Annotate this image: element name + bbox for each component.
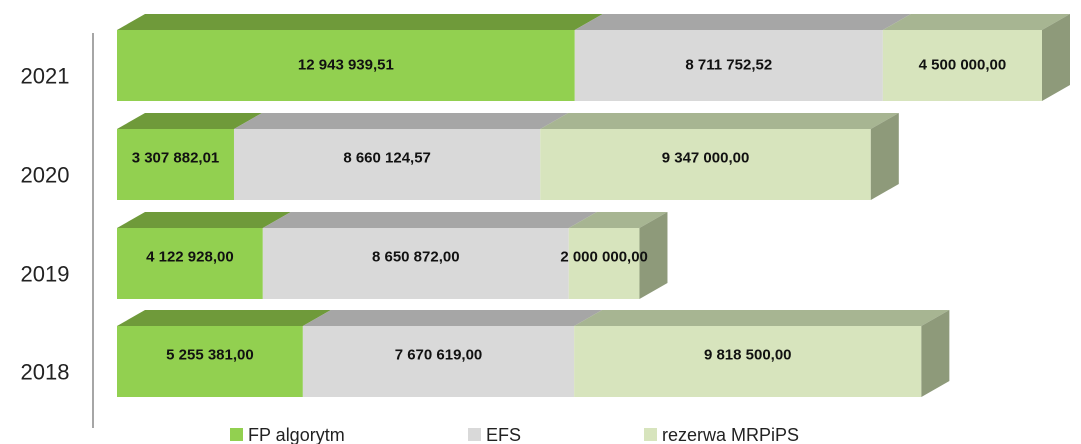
category-label: 2019 <box>21 261 70 286</box>
value-label: 5 255 381,00 <box>166 346 254 363</box>
legend-label: FP algorytm <box>248 425 345 444</box>
bar-face <box>117 310 331 326</box>
bar-face <box>117 212 291 228</box>
bar-face <box>117 113 262 129</box>
value-label: 9 818 500,00 <box>704 346 792 363</box>
bar-face <box>117 30 575 101</box>
bar-face <box>574 30 883 101</box>
legend-label: EFS <box>486 425 521 444</box>
category-label: 2020 <box>21 162 70 187</box>
bar-face <box>1042 14 1070 101</box>
bar-segment <box>574 14 911 101</box>
legend-swatch <box>644 428 657 441</box>
bar-face <box>117 228 263 299</box>
bar-face <box>639 212 668 299</box>
bar-segment <box>117 113 262 200</box>
bar-segment <box>117 310 331 397</box>
bar-face <box>233 129 541 200</box>
bar-face <box>302 310 603 326</box>
bar-segment <box>117 14 603 101</box>
bar-segment <box>302 310 603 397</box>
bar-face <box>574 14 911 30</box>
bar-face <box>117 129 234 200</box>
legend-swatch <box>468 428 481 441</box>
bar-segment <box>262 212 597 299</box>
value-label: 3 307 882,01 <box>132 149 220 166</box>
bar-face <box>882 30 1042 101</box>
bar-segment <box>117 212 291 299</box>
bar-face <box>117 14 603 30</box>
value-label: 2 000 000,00 <box>560 248 648 265</box>
bar-segment <box>882 14 1070 101</box>
legend-label: rezerwa MRPiPS <box>662 425 799 444</box>
category-label: 2018 <box>21 359 70 384</box>
value-label: 8 650 872,00 <box>372 248 460 265</box>
bar-face <box>870 113 899 200</box>
bar-face <box>262 212 597 228</box>
bar-segment <box>540 113 899 200</box>
value-label: 8 711 752,52 <box>685 56 772 73</box>
value-label: 4 122 928,00 <box>146 248 234 265</box>
bar-face <box>117 326 303 397</box>
bar-face <box>882 14 1070 30</box>
value-label: 7 670 619,00 <box>395 346 483 363</box>
bar-segment <box>233 113 569 200</box>
value-label: 9 347 000,00 <box>662 149 750 166</box>
bar-face <box>568 228 640 299</box>
bar-face <box>540 129 871 200</box>
value-label: 12 943 939,51 <box>298 56 394 73</box>
bar-face <box>568 212 668 228</box>
value-label: 4 500 000,00 <box>919 56 1007 73</box>
value-label: 8 660 124,57 <box>343 149 431 166</box>
bar-face <box>540 113 899 129</box>
bar-face <box>574 326 922 397</box>
bar-face <box>233 113 569 129</box>
bar-face <box>921 310 950 397</box>
bar-face <box>574 310 950 326</box>
bar-segment <box>574 310 950 397</box>
legend-swatch <box>230 428 243 441</box>
bar-face <box>302 326 575 397</box>
category-label: 2021 <box>21 63 70 88</box>
bar-face <box>262 228 569 299</box>
bar-segment <box>568 212 668 299</box>
